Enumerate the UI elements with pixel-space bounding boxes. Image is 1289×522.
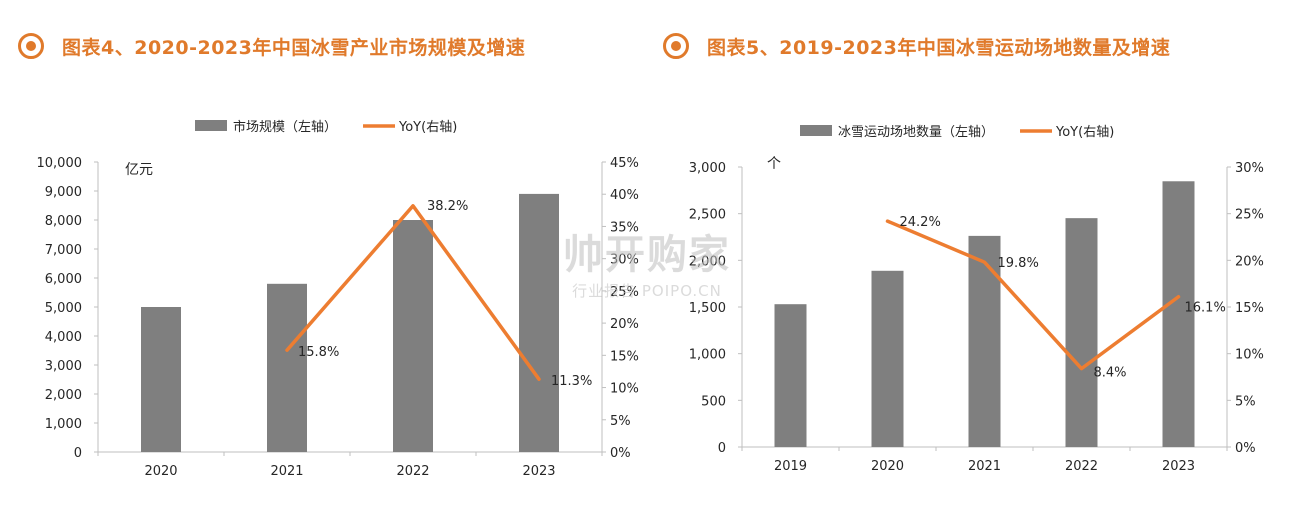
chart-panel-market-size: 图表4、2020-2023年中国冰雪产业市场规模及增速 0 1,000 2,000 3… <box>18 26 639 479</box>
y-right-tick-label: 15% <box>1235 301 1264 316</box>
x-tick-label: 2022 <box>1065 459 1098 474</box>
legend-label: YoY(右轴) <box>1055 125 1114 140</box>
yoy-line <box>885 219 1181 371</box>
chart-svg-venue-count: 0 500 1,000 1,500 2,000 2,500 3,000 0% 5% 10% 15% 2… <box>689 125 1264 474</box>
y-left-tick-label: 1,000 <box>45 417 82 432</box>
y-left-tick-label: 500 <box>701 394 726 409</box>
x-tick-label: 2020 <box>871 459 904 474</box>
bar <box>871 270 904 447</box>
y-left-tick-label: 2,000 <box>689 254 726 269</box>
y-right-tick-label: 20% <box>1235 254 1264 269</box>
y-left-tick-label: 3,000 <box>689 161 726 176</box>
data-label: 19.8% <box>998 256 1039 271</box>
data-label: 11.3% <box>551 374 592 389</box>
y-right-tick-label: 25% <box>1235 208 1264 223</box>
data-label: 16.1% <box>1185 301 1226 316</box>
bar <box>968 235 1001 447</box>
title-bullet-icon <box>663 33 689 59</box>
chart-panel-venue-count: 图表5、2019-2023年中国冰雪运动场地数量及增速 0 500 1,000 1,5… <box>645 0 1289 522</box>
chart-title-row: 图表4、2020-2023年中国冰雪产业市场规模及增速 <box>18 26 525 66</box>
data-label: 15.8% <box>298 345 339 360</box>
x-tick-label: 2023 <box>1162 459 1195 474</box>
legend-label: 冰雪运动场地数量（左轴） <box>838 125 994 140</box>
y-left-tick-label: 7,000 <box>45 243 82 258</box>
y-right-tick-label: 5% <box>1235 394 1256 409</box>
y-left-tick-label: 9,000 <box>45 185 82 200</box>
data-label: 8.4% <box>1094 366 1127 381</box>
y-right-tick-label: 0% <box>1235 441 1256 456</box>
chart-title: 图表4、2020-2023年中国冰雪产业市场规模及增速 <box>62 36 526 59</box>
y-left-tick-label: 2,500 <box>689 208 726 223</box>
chart-title-row: 图表5、2019-2023年中国冰雪运动场地数量及增速 <box>663 26 1170 66</box>
y-left-tick-label: 4,000 <box>45 330 82 345</box>
y-left-tick-label: 8,000 <box>45 214 82 229</box>
bar <box>519 193 559 452</box>
y-unit-label: 个 <box>767 156 781 172</box>
y-left-tick-label: 5,000 <box>45 301 82 316</box>
y-right-tick-label: 0% <box>610 446 631 461</box>
chart-title: 图表5、2019-2023年中国冰雪运动场地数量及增速 <box>707 36 1171 59</box>
legend-swatch-bar <box>195 120 227 131</box>
y-right-tick-label: 30% <box>1235 161 1264 176</box>
yoy-line <box>285 204 541 381</box>
x-tick-label: 2022 <box>396 464 429 479</box>
x-tick-label: 2021 <box>968 459 1001 474</box>
x-tick-label: 2019 <box>774 459 807 474</box>
title-bullet-icon <box>18 33 44 59</box>
y-right-tick-label: 5% <box>610 414 631 429</box>
y-left-tick-label: 0 <box>74 446 82 461</box>
bar <box>393 220 433 452</box>
y-right-tick-label: 10% <box>1235 348 1264 363</box>
bar <box>141 307 181 452</box>
y-right-tick-label: 30% <box>610 253 639 268</box>
x-tick-label: 2021 <box>270 464 303 479</box>
y-right-tick-label: 40% <box>610 188 639 203</box>
y-right-tick-label: 15% <box>610 349 639 364</box>
y-left-tick-label: 2,000 <box>45 388 82 403</box>
bar <box>267 283 307 452</box>
data-label: 24.2% <box>900 215 941 230</box>
y-left-tick-label: 0 <box>718 441 726 456</box>
legend-label: YoY(右轴) <box>398 120 457 135</box>
y-left-tick-label: 1,000 <box>689 348 726 363</box>
y-left-tick-label: 6,000 <box>45 272 82 287</box>
bar <box>1162 181 1195 447</box>
x-tick-label: 2023 <box>522 464 555 479</box>
legend-swatch-bar <box>800 125 832 136</box>
legend-label: 市场规模（左轴） <box>233 119 337 135</box>
bar <box>774 304 807 447</box>
chart-svg-market-size: 0 1,000 2,000 3,000 4,000 5,000 6,000 7,000 8,00… <box>37 119 639 479</box>
y-right-tick-label: 45% <box>610 156 639 171</box>
y-right-tick-label: 20% <box>610 317 639 332</box>
y-right-tick-label: 35% <box>610 220 639 235</box>
y-left-tick-label: 1,500 <box>689 301 726 316</box>
y-right-tick-label: 10% <box>610 382 639 397</box>
y-unit-label: 亿元 <box>125 162 153 178</box>
bar <box>1065 218 1098 447</box>
x-tick-label: 2020 <box>144 464 177 479</box>
y-right-tick-label: 25% <box>610 285 639 300</box>
y-left-tick-label: 3,000 <box>45 359 82 374</box>
data-label: 38.2% <box>427 199 468 214</box>
y-left-tick-label: 10,000 <box>37 156 83 171</box>
